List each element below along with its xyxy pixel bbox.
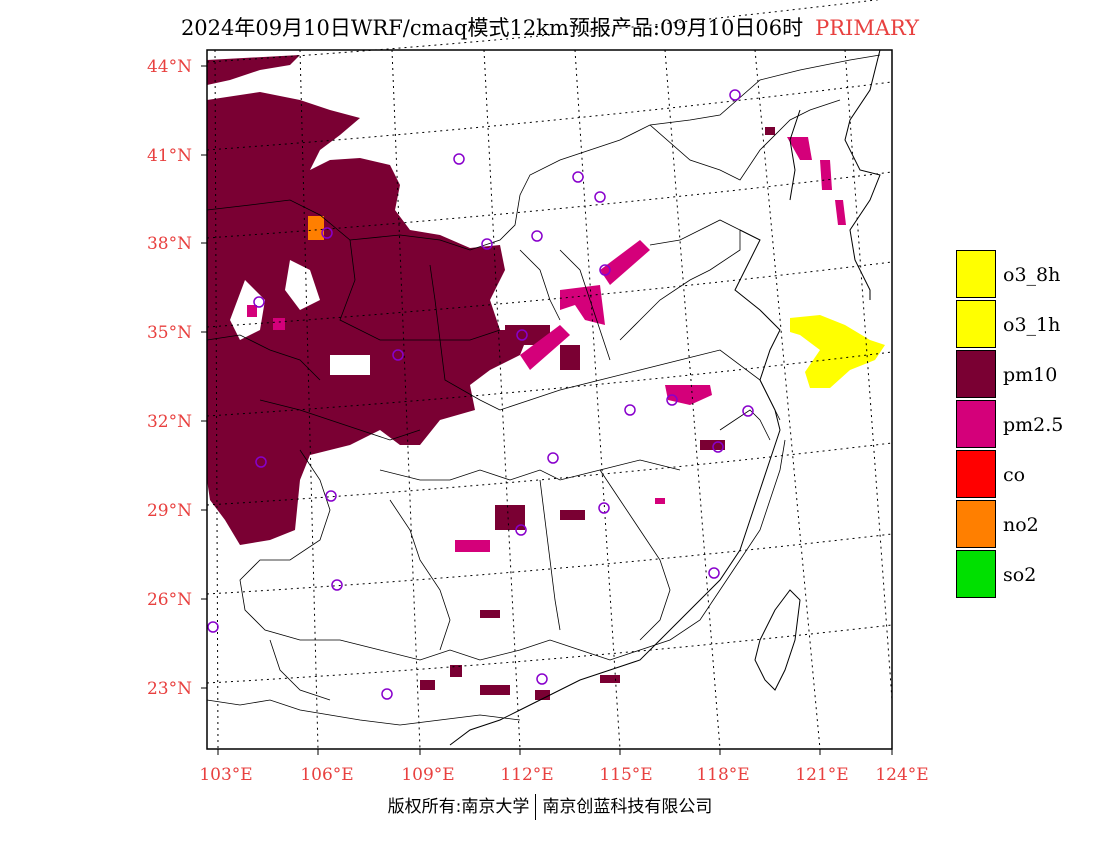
lon-label-121: 121°E	[795, 765, 848, 785]
lat-label-23: 23°N	[147, 679, 192, 699]
footer-left: 版权所有:南京大学	[387, 797, 530, 817]
legend-swatch-co	[956, 450, 996, 498]
footer-right: 南京创蓝科技有限公司	[542, 797, 713, 817]
city-markers	[207, 89, 754, 700]
legend-swatch-pm25	[956, 400, 996, 448]
graticule	[206, 0, 893, 750]
footer-separator	[535, 794, 537, 820]
no2-region	[308, 216, 324, 240]
legend-swatch-so2	[956, 550, 996, 598]
lon-label-109: 109°E	[401, 765, 454, 785]
legend-label-o3-1h: o3_1h	[1003, 314, 1061, 336]
legend-label-pm10: pm10	[1003, 364, 1058, 386]
legend-label-o3-8h: o3_8h	[1003, 264, 1061, 286]
map-frame	[206, 49, 893, 750]
copyright-footer: 版权所有:南京大学 南京创蓝科技有限公司	[0, 792, 1100, 820]
legend-label-pm25: pm2.5	[1003, 414, 1064, 436]
lat-label-29: 29°N	[147, 501, 192, 521]
pm10-region	[207, 55, 775, 700]
legend-swatch-o3-1h	[956, 300, 996, 348]
legend-label-so2: so2	[1003, 564, 1037, 586]
lon-label-115: 115°E	[599, 765, 652, 785]
map-title: 2024年09月10日WRF/cmaq模式12km预报产品:09月10日06时 P…	[0, 12, 1100, 42]
lon-label-106: 106°E	[300, 765, 353, 785]
legend-label-no2: no2	[1003, 514, 1039, 536]
legend-swatch-no2	[956, 500, 996, 548]
lon-label-112: 112°E	[500, 765, 553, 785]
lat-label-44: 44°N	[147, 57, 192, 77]
lat-label-35: 35°N	[147, 323, 192, 343]
legend-label-co: co	[1003, 464, 1026, 486]
province-boundaries	[206, 54, 881, 726]
title-main: 2024年09月10日WRF/cmaq模式12km预报产品:09月10日06时	[180, 16, 804, 40]
coastline	[449, 49, 881, 746]
lat-label-41: 41°N	[147, 146, 192, 166]
legend-swatch-pm10	[956, 350, 996, 398]
lat-label-32: 32°N	[147, 412, 192, 432]
lon-label-124: 124°E	[875, 765, 928, 785]
o3-region	[790, 315, 885, 388]
pm25-region	[247, 137, 846, 552]
lat-label-26: 26°N	[147, 590, 192, 610]
legend-swatch-o3-8h	[956, 250, 996, 298]
lon-label-118: 118°E	[696, 765, 749, 785]
title-tag: PRIMARY	[815, 16, 920, 40]
lon-label-103: 103°E	[199, 765, 252, 785]
lat-label-38: 38°N	[147, 234, 192, 254]
